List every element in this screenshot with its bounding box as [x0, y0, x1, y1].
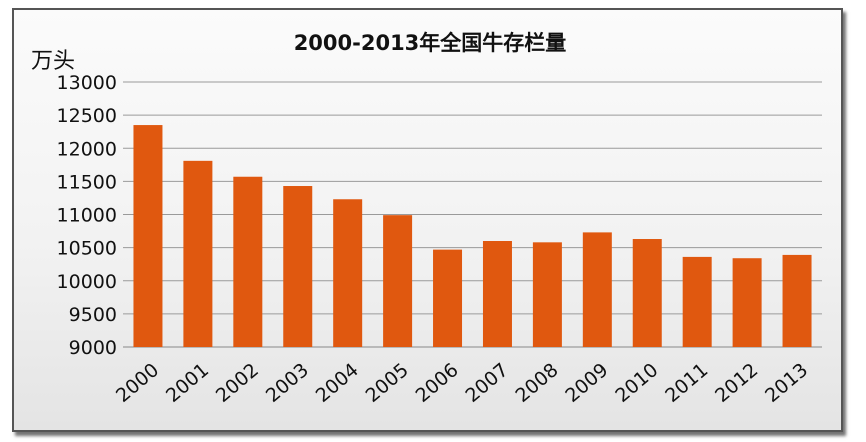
- x-tick-label: 2004: [312, 359, 363, 407]
- x-axis-ticks: 2000200120022003200420052006200720082009…: [112, 359, 812, 407]
- bar-2006: [433, 249, 463, 347]
- x-tick-label: 2000: [112, 359, 163, 407]
- bar-2002: [233, 176, 263, 347]
- y-tick-label: 9000: [69, 337, 117, 359]
- bar-2009: [582, 232, 612, 347]
- y-tick-label: 12000: [57, 138, 117, 160]
- x-tick-label: 2005: [362, 359, 413, 407]
- x-tick-label: 2009: [561, 359, 612, 407]
- gridlines: [123, 81, 822, 348]
- y-axis-ticks: 9000 9500 10000 10500 11000 11500 12000 12500 13…: [57, 72, 117, 359]
- y-tick-label: 13000: [57, 72, 117, 94]
- bar-2008: [532, 242, 562, 347]
- x-tick-label: 2001: [162, 359, 213, 407]
- bar-2007: [482, 241, 512, 347]
- y-tick-label: 11000: [57, 205, 117, 227]
- bar-2012: [732, 258, 762, 347]
- y-tick-label: 9500: [69, 304, 117, 326]
- x-tick-label: 2002: [212, 359, 263, 407]
- y-tick-label: 10000: [57, 271, 117, 293]
- bar-2001: [183, 160, 213, 347]
- bar-2013: [782, 254, 812, 347]
- x-tick-label: 2013: [761, 359, 812, 407]
- bar-2010: [632, 239, 662, 347]
- x-tick-label: 2010: [611, 359, 662, 407]
- y-tick-label: 10500: [57, 238, 117, 260]
- y-tick-label: 12500: [57, 105, 117, 127]
- x-tick-label: 2003: [262, 359, 313, 407]
- x-tick-label: 2008: [511, 359, 562, 407]
- bar-2005: [383, 215, 413, 347]
- x-tick-label: 2011: [661, 359, 712, 407]
- bar-2000: [133, 125, 163, 347]
- chart-title: 2000-2013年全国牛存栏量: [294, 31, 567, 55]
- x-tick-label: 2006: [412, 359, 463, 407]
- bar-2004: [333, 199, 363, 347]
- bar-2011: [682, 256, 712, 347]
- y-tick-label: 11500: [57, 171, 117, 193]
- bars: [133, 125, 812, 347]
- x-tick-label: 2007: [461, 359, 512, 407]
- y-unit-label: 万头: [31, 49, 75, 74]
- bar-2003: [283, 186, 313, 347]
- x-tick-label: 2012: [711, 359, 762, 407]
